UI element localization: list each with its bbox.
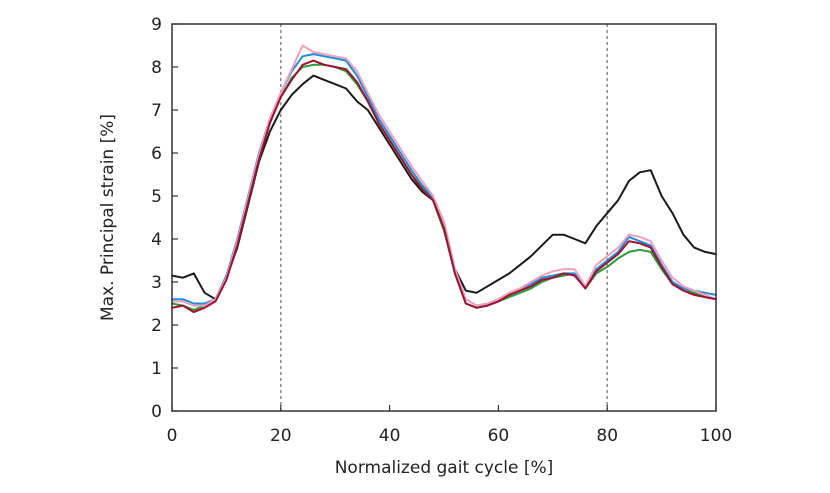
x-tick-label: 20	[270, 426, 292, 446]
reference-lines	[280, 24, 608, 411]
y-tick-label: 4	[151, 230, 162, 250]
plot-frame	[171, 23, 717, 412]
x-tick-label: 60	[488, 426, 510, 446]
y-tick-label: 3	[151, 273, 162, 293]
y-tick-label: 7	[151, 101, 162, 121]
series-line-4	[171, 59, 717, 314]
x-tick-label: 80	[596, 426, 618, 446]
x-tick-label: 40	[379, 426, 401, 446]
y-tick-label: 2	[151, 316, 162, 336]
y-tick-label: 0	[151, 402, 162, 422]
series-line-3	[171, 44, 717, 307]
series-line-1	[171, 63, 717, 311]
y-tick-label: 8	[151, 58, 162, 78]
y-tick-label: 6	[151, 144, 162, 164]
y-axis-title: Max. Principal strain [%]	[98, 114, 118, 321]
y-tick-label: 5	[151, 187, 162, 207]
axis-ticks: 0 20 40 60 80 100 0 1 2 3 4 5 6 7 8 9	[151, 15, 732, 446]
x-axis-title: Normalized gait cycle [%]	[335, 458, 554, 478]
x-tick-label: 100	[700, 426, 732, 446]
series-lines	[171, 44, 717, 314]
y-tick-label: 1	[151, 359, 162, 379]
x-tick-label: 0	[167, 426, 178, 446]
series-line-0	[171, 74, 717, 301]
y-tick-label: 9	[151, 15, 162, 35]
